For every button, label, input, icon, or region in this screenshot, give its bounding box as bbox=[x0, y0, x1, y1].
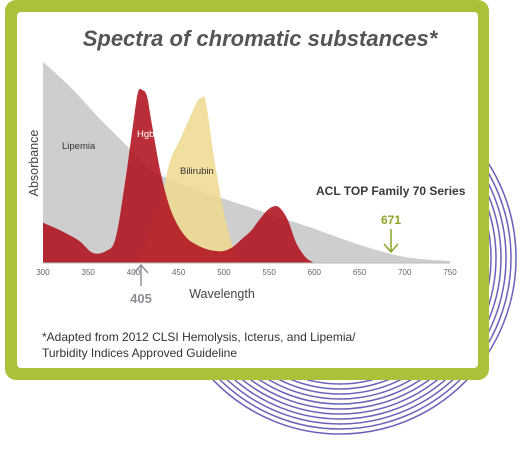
x-tick-label: 300 bbox=[36, 268, 50, 277]
x-tick-label: 500 bbox=[217, 268, 231, 277]
x-axis-label: Wavelength bbox=[189, 287, 255, 301]
chart-title: Spectra of chromatic substances* bbox=[83, 26, 439, 51]
series-area-lipemia bbox=[43, 62, 450, 263]
marker-405-arrow-icon bbox=[133, 263, 149, 286]
footnote-line-1: *Adapted from 2012 CLSI Hemolysis, Icter… bbox=[42, 330, 356, 344]
x-tick-label: 450 bbox=[172, 268, 186, 277]
x-tick-label: 700 bbox=[398, 268, 412, 277]
y-axis-label: Absorbance bbox=[27, 130, 41, 197]
x-tick-label: 750 bbox=[443, 268, 457, 277]
marker-671-arrow-icon bbox=[383, 229, 399, 254]
chart-card bbox=[5, 0, 489, 380]
x-tick-label: 650 bbox=[353, 268, 367, 277]
series-areas bbox=[43, 62, 450, 263]
series-area-hgb bbox=[43, 88, 315, 263]
marker-671-label: 671 bbox=[381, 213, 401, 227]
series-label-lipemia: Lipemia bbox=[62, 141, 96, 152]
series-label-hgb: Hgb bbox=[137, 129, 154, 140]
marker-405-label: 405 bbox=[130, 291, 152, 306]
footnote-line-2: Turbidity Indices Approved Guideline bbox=[42, 346, 237, 360]
x-ticks: 300 350 400 450 500 550 600 650 700 750 bbox=[36, 268, 457, 277]
x-tick-label: 550 bbox=[262, 268, 276, 277]
instrument-label: ACL TOP Family 70 Series bbox=[316, 184, 466, 198]
x-tick-label: 350 bbox=[82, 268, 96, 277]
series-label-bilirubin: Bilirubin bbox=[180, 166, 214, 177]
x-tick-label: 600 bbox=[308, 268, 322, 277]
